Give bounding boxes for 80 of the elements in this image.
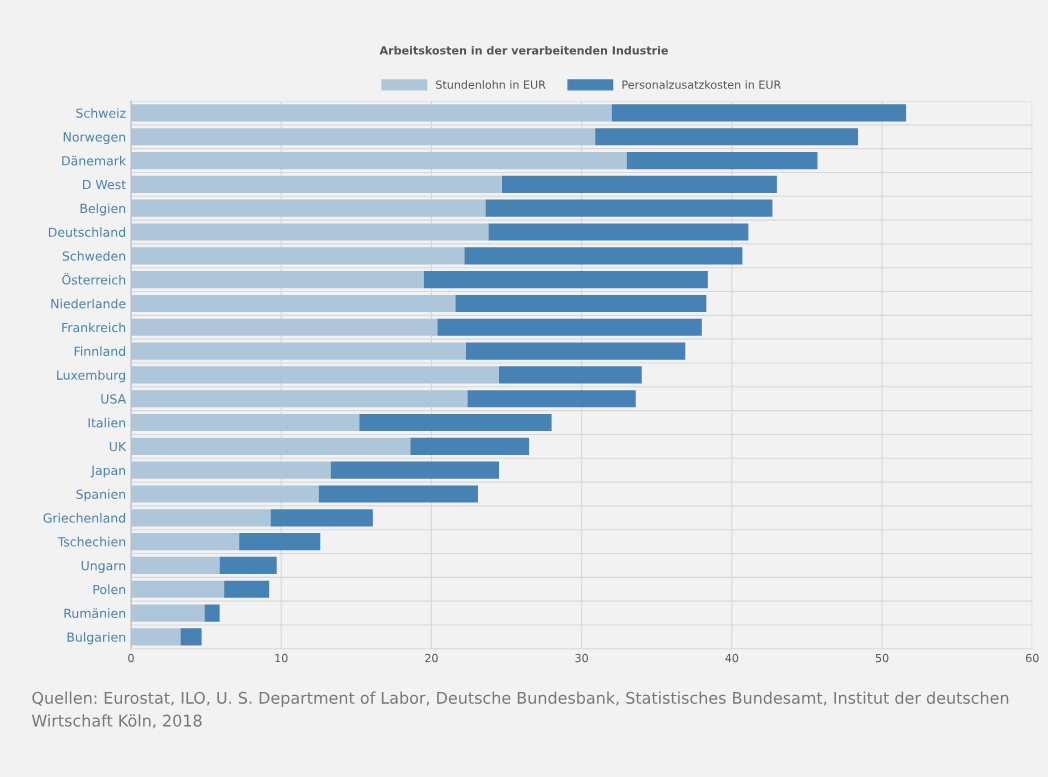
y-tick-label: Norwegen <box>63 132 126 145</box>
y-tick-label: UK <box>109 441 127 452</box>
y-tick-label: Rumänien <box>64 608 126 618</box>
bar <box>502 175 777 193</box>
bar <box>488 223 749 241</box>
y-tick-label: Schweden <box>62 251 126 261</box>
y-tick-label: Polen <box>93 584 126 595</box>
bar <box>131 175 503 193</box>
bar <box>131 342 466 360</box>
legend-label: Personalzusatzkosten in EUR <box>622 80 781 89</box>
y-tick-label: Japan <box>90 465 126 478</box>
bar <box>131 151 627 170</box>
bar <box>180 628 202 646</box>
bar <box>131 199 486 217</box>
legend-label: Stundenlohn in EUR <box>436 80 546 89</box>
x-tick-label: 60 <box>1025 653 1039 663</box>
x-tick-label: 30 <box>575 653 588 663</box>
y-tick-label: Spanien <box>76 489 126 502</box>
bar <box>131 604 205 622</box>
bar <box>467 390 636 408</box>
bar <box>626 151 818 170</box>
bar <box>455 294 707 313</box>
bar <box>131 366 500 384</box>
bar <box>131 413 360 432</box>
bar <box>131 128 596 146</box>
bar <box>611 104 907 122</box>
bar <box>423 271 708 289</box>
y-tick-label: D West <box>83 180 126 190</box>
y-tick-label: Dänemark <box>62 155 127 166</box>
bar <box>359 413 552 432</box>
x-tick-label: 10 <box>275 653 288 663</box>
bar <box>270 509 373 527</box>
bar <box>318 485 478 503</box>
y-tick-label: Deutschland <box>48 227 125 237</box>
y-tick-label: Tschechien <box>57 536 126 547</box>
bar <box>465 342 686 360</box>
bar <box>410 437 530 455</box>
bar <box>131 485 319 503</box>
y-tick-label: Italien <box>88 417 126 428</box>
bar <box>131 247 465 265</box>
bar <box>131 294 456 313</box>
bar <box>330 461 500 479</box>
x-tick-label: 20 <box>425 653 438 663</box>
chart-title: Arbeitskosten in der verarbeitenden Industrie <box>379 45 668 55</box>
bar <box>131 271 424 289</box>
y-tick-label: Frankreich <box>62 322 126 333</box>
source-note: Quellen: Eurostat, ILO, U. S. Department of Labor, Deutsche Bundesbank, Statistisches Bundesamt, Institut der deutschen Wirtschaft Köln, 2018 <box>31 691 1009 729</box>
y-tick-label: Luxemburg <box>57 370 125 383</box>
y-tick-label: Griechenland <box>43 513 125 523</box>
bar <box>499 366 642 384</box>
y-tick-label: Ungarn <box>81 561 126 573</box>
bar <box>131 628 181 646</box>
bar <box>131 390 468 408</box>
bar <box>131 509 271 527</box>
x-tick-label: 40 <box>725 653 739 663</box>
bar <box>131 318 438 336</box>
bar <box>131 533 240 551</box>
bar <box>131 580 225 598</box>
y-tick-label: Niederlande <box>51 298 126 309</box>
bar <box>464 247 743 265</box>
y-tick-label: Bulgarien <box>67 632 126 645</box>
bar <box>437 318 702 336</box>
y-tick-label: Österreich <box>62 273 126 285</box>
y-tick-label: Belgien <box>80 203 126 216</box>
bar <box>485 199 773 217</box>
bar <box>595 128 859 146</box>
y-tick-label: Finnland <box>74 346 125 357</box>
bar <box>219 556 277 575</box>
bar <box>131 104 612 122</box>
bar <box>131 437 411 455</box>
bar <box>204 604 220 622</box>
bar <box>131 556 220 575</box>
bar <box>131 223 489 241</box>
y-tick-label: Schweiz <box>76 108 126 118</box>
x-tick-label: 50 <box>875 653 889 663</box>
bar <box>239 533 321 551</box>
x-tick-label: 0 <box>128 653 134 663</box>
y-tick-label: USA <box>101 394 127 404</box>
bar <box>224 580 270 598</box>
bar <box>131 461 331 479</box>
